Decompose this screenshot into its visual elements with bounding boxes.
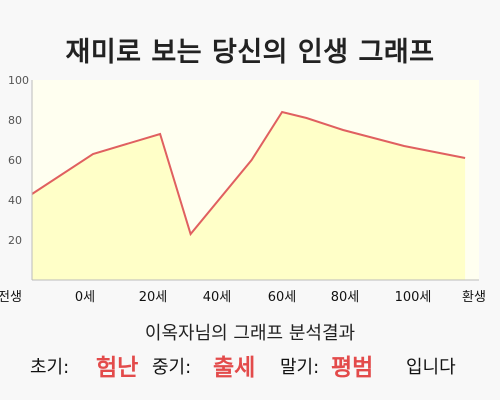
x-tick-label: 40세 — [203, 290, 232, 305]
late-value: 평범 — [331, 355, 374, 381]
x-tick-label: 전생 — [0, 290, 22, 305]
ending-text: 입니다 — [406, 357, 456, 378]
x-tick-label: 80세 — [331, 290, 360, 305]
x-tick-label: 0세 — [75, 290, 95, 305]
x-tick-label: 환생 — [462, 290, 486, 305]
early-label: 초기: — [30, 357, 70, 378]
middle-value: 출세 — [213, 355, 256, 381]
life-area-fill — [32, 112, 466, 280]
chart-title: 재미로 보는 당신의 인생 그래프 — [65, 37, 435, 68]
late-label: 말기: — [280, 357, 320, 378]
y-tick-label: 20 — [8, 234, 22, 247]
y-tick-label: 60 — [8, 154, 22, 167]
y-tick-label: 80 — [8, 114, 22, 127]
life-line — [31, 110, 466, 237]
y-tick-label: 100 — [8, 74, 29, 87]
x-tick-label: 60세 — [268, 290, 297, 305]
analysis-heading: 이옥자님의 그래프 분석결과 — [144, 323, 356, 344]
early-value: 험난 — [96, 355, 139, 381]
life-graph-chart: 20 40 60 80 100 전생 0세 20세 40세 60세 80세 100세 환생 — [0, 74, 486, 305]
middle-label: 중기: — [152, 357, 192, 378]
y-tick-label: 40 — [8, 194, 22, 207]
analysis-result: 초기: 험난 중기: 출세 말기: 평범 입니다 — [0, 347, 500, 381]
x-tick-label: 100세 — [395, 290, 432, 305]
x-tick-label: 20세 — [139, 290, 168, 305]
